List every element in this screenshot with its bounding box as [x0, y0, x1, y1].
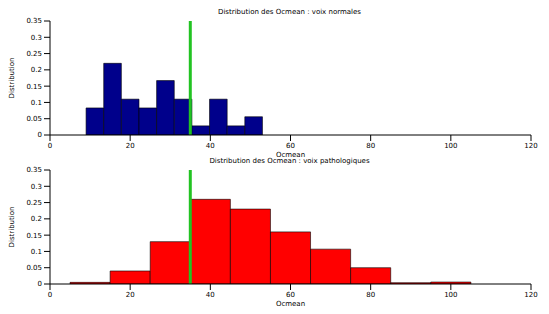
svg-text:0.25: 0.25: [26, 50, 42, 58]
svg-text:0.35: 0.35: [26, 17, 42, 25]
svg-text:0.15: 0.15: [26, 83, 42, 91]
svg-text:60: 60: [286, 142, 295, 150]
svg-text:0.1: 0.1: [31, 99, 42, 107]
html-text:Distribution des Ocmean : voix: Distribution des Ocmean : voix normales: [218, 8, 361, 16]
svg-text:0.25: 0.25: [26, 199, 42, 207]
svg-text:0.15: 0.15: [26, 232, 42, 240]
svg-text:20: 20: [126, 142, 135, 150]
svg-text:40: 40: [206, 291, 215, 299]
svg-text:0.3: 0.3: [31, 34, 42, 42]
svg-text:80: 80: [366, 142, 375, 150]
svg-text:0: 0: [48, 142, 52, 150]
svg-text:120: 120: [524, 291, 537, 299]
svg-text:0.2: 0.2: [31, 215, 42, 223]
svg-text:0: 0: [48, 291, 52, 299]
svg-text:40: 40: [206, 142, 215, 150]
svg-text:120: 120: [524, 142, 537, 150]
svg-text:20: 20: [126, 291, 135, 299]
svg-text:100: 100: [444, 291, 457, 299]
svg-text:0.05: 0.05: [26, 115, 42, 123]
svg-text:Distribution: Distribution: [8, 207, 16, 248]
svg-text:Ocmean: Ocmean: [276, 300, 305, 306]
svg-text:0.2: 0.2: [31, 66, 42, 74]
svg-text:0.05: 0.05: [26, 264, 42, 272]
svg-text:0.35: 0.35: [26, 166, 42, 174]
svg-text:Distribution: Distribution: [8, 58, 16, 99]
html-text:Distribution des Ocmean : voix: Distribution des Ocmean : voix pathologi…: [209, 157, 370, 165]
svg-text:80: 80: [366, 291, 375, 299]
svg-text:0: 0: [38, 131, 42, 139]
svg-text:60: 60: [286, 291, 295, 299]
svg-text:0.3: 0.3: [31, 183, 42, 191]
svg-text:0.1: 0.1: [31, 248, 42, 256]
svg-text:Ocmean: Ocmean: [276, 151, 305, 157]
svg-text:100: 100: [444, 142, 457, 150]
svg-text:0: 0: [38, 280, 42, 288]
